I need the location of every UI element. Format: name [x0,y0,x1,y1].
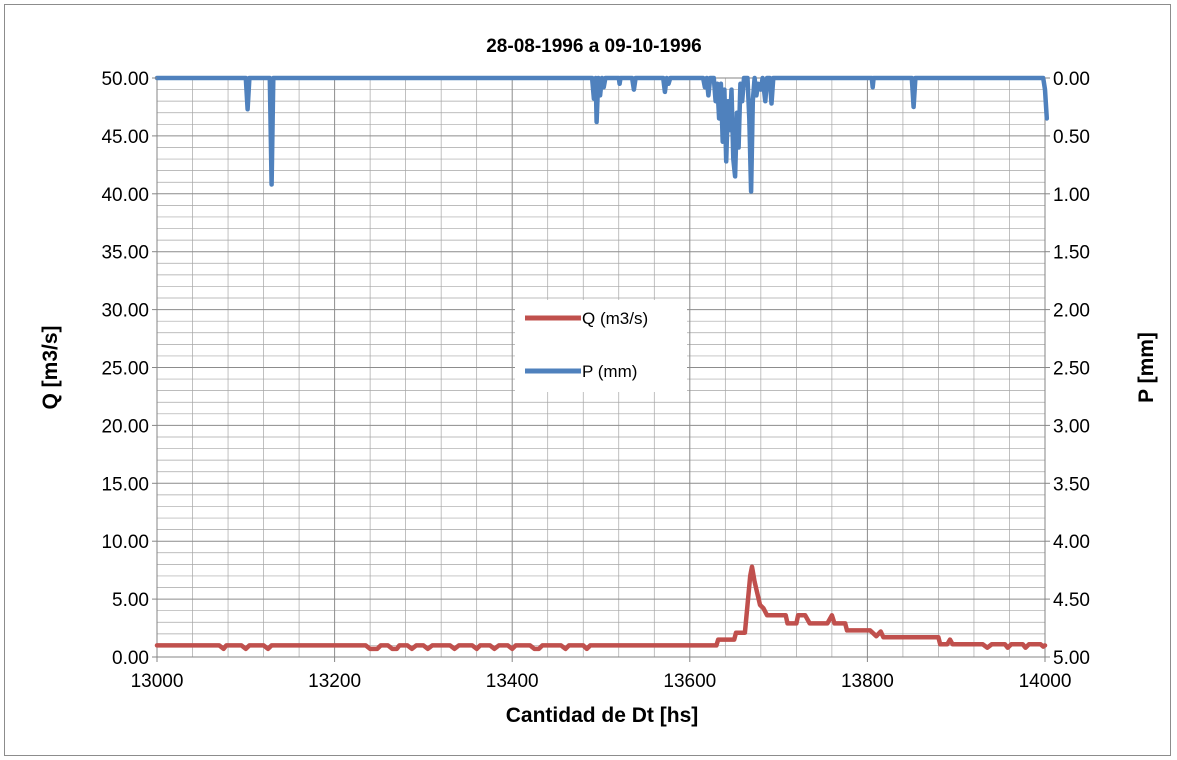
y-right-tick-label: 1.50 [1053,243,1090,264]
legend: Q (m3/s) P (mm) [515,300,687,392]
y-left-tick-label: 45.00 [101,127,149,148]
y-left-tick-label: 40.00 [101,185,149,206]
y-right-tick-label: 2.50 [1053,359,1090,380]
x-axis-title: Cantidad de Dt [hs] [506,704,699,727]
y-left-tick-label: 50.00 [101,69,149,90]
y-left-tick-label: 30.00 [101,301,149,322]
minor-gridlines [157,78,1045,657]
chart: 13000 13200 13400 13600 13800 14000 0.00 5.00 10… [39,36,1158,727]
x-tick-label: 13800 [841,671,894,692]
x-tick-label: 13600 [663,671,716,692]
y-left-tick-label: 35.00 [101,243,149,264]
y-right-tick-label: 0.00 [1053,69,1090,90]
y-axis-right-title: P [mm] [1135,332,1158,403]
series-q-line [154,564,1048,652]
legend-label-q: Q (m3/s) [582,309,648,328]
y-axis-left-title: Q [m3/s] [39,325,62,409]
y-right-tick-label: 1.00 [1053,185,1090,206]
y-right-tick-label: 2.00 [1053,301,1090,322]
y-right-tick-label: 4.00 [1053,532,1090,553]
y-right-tick-label: 3.00 [1053,416,1090,437]
x-tick-label: 13000 [131,671,184,692]
y-right-tick-label: 3.50 [1053,474,1090,495]
y-left-tick-label: 20.00 [101,416,149,437]
legend-label-p: P (mm) [582,362,637,381]
major-gridlines [157,78,1045,657]
chart-frame: 13000 13200 13400 13600 13800 14000 0.00 5.00 10… [4,4,1171,756]
series-layer [154,75,1050,652]
y-left-tick-label: 5.00 [112,590,149,611]
y-left-tick-label: 15.00 [101,474,149,495]
y-left-tick-label: 25.00 [101,359,149,380]
y-right-tick-label: 5.00 [1053,648,1090,669]
x-tick-label: 14000 [1019,671,1072,692]
series-p-line [154,75,1050,194]
y-right-tick-label: 4.50 [1053,590,1090,611]
chart-title: 28-08-1996 a 09-10-1996 [486,36,702,57]
y-left-tick-label: 10.00 [101,532,149,553]
y-left-tick-label: 0.00 [112,648,149,669]
tick-labels: 13000 13200 13400 13600 13800 14000 0.00 5.00 10… [101,69,1090,692]
x-tick-label: 13200 [308,671,361,692]
legend-box [515,300,687,392]
y-right-tick-label: 0.50 [1053,127,1090,148]
x-tick-label: 13400 [486,671,539,692]
